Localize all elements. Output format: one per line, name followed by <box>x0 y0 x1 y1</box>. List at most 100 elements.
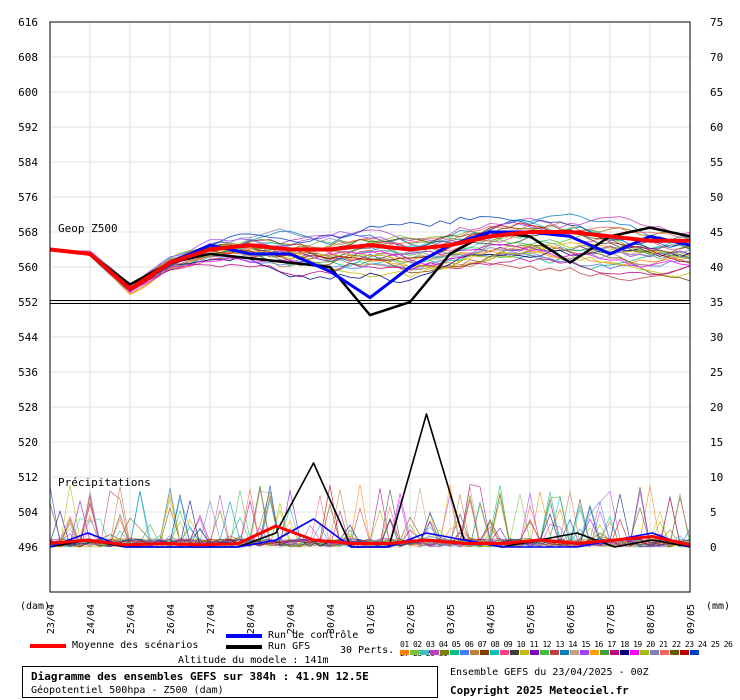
pert-swatch <box>500 650 509 655</box>
x-tick-label: 29/04 <box>286 604 297 634</box>
perturbation-line <box>49 249 691 291</box>
chart-subtitle: Géopotentiel 500hpa - Z500 (dam) <box>31 685 224 696</box>
perturbation-line <box>49 242 691 288</box>
pert-swatch <box>450 650 459 655</box>
ensemble-info: Ensemble GEFS du 23/04/2025 - 00Z <box>450 667 649 678</box>
x-tick-label: 04/05 <box>486 604 497 634</box>
legend-gfs-label: Run GFS <box>268 641 311 652</box>
pert-swatch <box>560 650 569 655</box>
x-tick-label: 30/04 <box>326 604 337 634</box>
right-tick-label: 20 <box>710 401 723 414</box>
pert-swatch <box>440 650 449 655</box>
x-tick-label: 08/05 <box>646 604 657 634</box>
pert-swatch <box>400 650 409 655</box>
left-axis-unit: (dam) <box>20 601 51 612</box>
right-tick-label: 5 <box>710 506 717 519</box>
legend-perts-label: 30 Perts. <box>340 645 395 656</box>
left-tick-label: 592 <box>18 121 38 134</box>
left-tick-label: 504 <box>18 506 38 519</box>
legend-gfs-swatch <box>226 644 262 649</box>
legend-control-label: Run de contrôle <box>268 630 359 641</box>
pert-swatch <box>690 650 699 655</box>
pert-swatch <box>540 650 549 655</box>
left-tick-label: 584 <box>18 156 38 169</box>
chart-axes: 4965045125205285365445525605685765845926… <box>18 16 723 634</box>
perturbation-line <box>49 216 691 292</box>
right-tick-label: 40 <box>710 261 723 274</box>
pert-swatch <box>550 650 559 655</box>
right-tick-label: 45 <box>710 226 723 239</box>
x-tick-label: 25/04 <box>126 604 137 634</box>
x-tick-label: 28/04 <box>246 604 257 634</box>
x-tick-label: 03/05 <box>446 604 457 634</box>
left-tick-label: 616 <box>18 16 38 29</box>
left-tick-label: 512 <box>18 471 38 484</box>
right-tick-label: 15 <box>710 436 723 449</box>
chart-grid <box>49 21 691 592</box>
x-tick-label: 05/05 <box>526 604 537 634</box>
pert-swatch <box>490 650 499 655</box>
left-tick-label: 560 <box>18 261 38 274</box>
right-tick-label: 50 <box>710 191 723 204</box>
legend-control: Run de contrôle <box>226 630 358 641</box>
pert-swatch <box>670 650 679 655</box>
chart-title: Diagramme des ensembles GEFS sur 384h : … <box>31 670 369 683</box>
precip-label: Précipitations <box>58 476 151 489</box>
left-tick-label: 520 <box>18 436 38 449</box>
legend-perts: 30 Perts. <box>340 645 394 656</box>
x-tick-label: 23/04 <box>46 604 57 634</box>
right-axis-unit: (mm) <box>706 601 731 612</box>
altitude-text: Altitude du modele : 141m <box>178 655 329 666</box>
pert-swatch <box>600 650 609 655</box>
pert-swatch <box>510 650 519 655</box>
mean-z500-line <box>49 230 690 291</box>
legend-gfs: Run GFS <box>226 641 310 652</box>
main-series-lines <box>49 226 691 548</box>
pert-swatch <box>520 650 529 655</box>
pert-swatch <box>410 650 419 655</box>
pert-swatch <box>430 650 439 655</box>
pert-swatch <box>420 650 429 655</box>
pert-swatch <box>570 650 579 655</box>
x-tick-label: 26/04 <box>166 604 177 634</box>
right-tick-label: 10 <box>710 471 723 484</box>
legend-control-swatch <box>226 633 262 638</box>
right-tick-label: 55 <box>710 156 723 169</box>
left-tick-label: 528 <box>18 401 38 414</box>
right-tick-label: 60 <box>710 121 723 134</box>
right-tick-label: 65 <box>710 86 723 99</box>
pert-swatch <box>530 650 539 655</box>
z500-label: Geop Z500 <box>58 222 118 235</box>
pert-swatch <box>470 650 479 655</box>
left-tick-label: 544 <box>18 331 38 344</box>
pert-swatch <box>660 650 669 655</box>
right-tick-label: 35 <box>710 296 723 309</box>
left-tick-label: 496 <box>18 541 38 554</box>
x-tick-label: 02/05 <box>406 604 417 634</box>
legend-mean-swatch <box>30 643 66 648</box>
legend-mean: Moyenne des scénarios <box>30 640 198 651</box>
x-tick-label: 01/05 <box>366 604 377 634</box>
right-tick-label: 0 <box>710 541 717 554</box>
right-tick-label: 75 <box>710 16 723 29</box>
pert-swatch <box>620 650 629 655</box>
left-tick-label: 576 <box>18 191 38 204</box>
legend-mean-label: Moyenne des scénarios <box>72 640 199 651</box>
title-box: Diagramme des ensembles GEFS sur 384h : … <box>22 666 438 698</box>
pert-swatch <box>480 650 489 655</box>
pert-color-swatches <box>400 650 700 655</box>
pert-swatch <box>460 650 469 655</box>
pert-swatch <box>680 650 689 655</box>
pert-swatch <box>580 650 589 655</box>
right-tick-label: 25 <box>710 366 723 379</box>
plot-frame <box>49 21 691 593</box>
left-tick-label: 536 <box>18 366 38 379</box>
pert-swatch <box>610 650 619 655</box>
pert-swatch <box>640 650 649 655</box>
pert-swatch <box>650 650 659 655</box>
x-tick-label: 07/05 <box>606 604 617 634</box>
x-tick-label: 27/04 <box>206 604 217 634</box>
pert-numbers: 01 02 03 04 05 06 07 08 09 10 11 12 13 1… <box>400 640 733 658</box>
right-tick-label: 30 <box>710 331 723 344</box>
